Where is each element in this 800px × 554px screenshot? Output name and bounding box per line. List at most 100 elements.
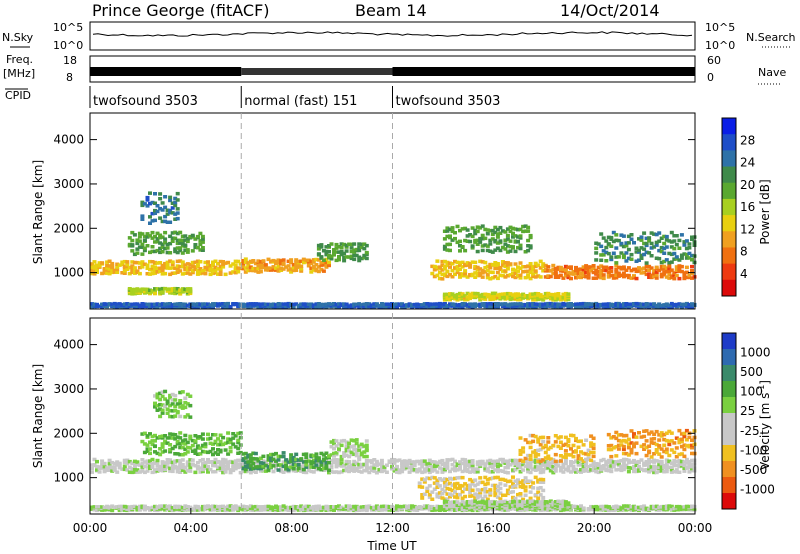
cell-0-3-4 — [97, 261, 102, 265]
cell-0-5-2 — [102, 267, 107, 271]
cell-7-8-3 — [626, 437, 631, 442]
cell-6-28-0 — [589, 458, 594, 463]
cell-0-25-2 — [153, 266, 157, 270]
cell-0-194-0 — [579, 470, 583, 474]
cell-0-14-4 — [125, 260, 130, 264]
cell-7-3-0 — [614, 454, 619, 458]
cell-8-40-4 — [644, 264, 649, 269]
cell-6-25-1 — [581, 451, 586, 456]
cell-11-154-4 — [478, 302, 483, 307]
cell-7-9-2 — [629, 441, 634, 445]
cell-8-155-3 — [480, 505, 485, 510]
cell-1-11-3 — [155, 237, 160, 241]
cell-9-0-0 — [594, 258, 599, 262]
cell-11-146-3 — [458, 303, 462, 307]
cell-0-34-4 — [175, 459, 180, 463]
cell-8-165-4 — [505, 504, 510, 509]
cell-0-154-4 — [478, 459, 483, 464]
cell-0-53-3 — [223, 460, 228, 465]
cell-6-29-2 — [503, 269, 508, 273]
cell-5-30-4 — [493, 475, 498, 480]
cell-8-13-3 — [576, 267, 581, 272]
cell-5-6-3 — [432, 481, 437, 485]
cell-8-29-0 — [163, 508, 168, 512]
cell-1-17-4 — [183, 433, 188, 438]
cell-2-5-0 — [153, 218, 157, 223]
cell-1-18-1 — [173, 247, 178, 251]
cell-9-27-0 — [662, 259, 667, 264]
cell-8-1-4 — [92, 505, 97, 509]
cell-0-208-3 — [614, 461, 619, 466]
cell-0-40-4 — [190, 458, 195, 462]
cell-6-28-3 — [589, 441, 594, 445]
cell-0-4-1 — [100, 466, 105, 470]
colorbar-tick-6: 4 — [740, 267, 748, 281]
cell-0-84-2 — [301, 464, 306, 468]
cell-0-53-0 — [223, 272, 228, 277]
cell-6-23-2 — [576, 445, 581, 449]
cell-5-12-1 — [448, 492, 452, 496]
cell-4-15-4 — [279, 259, 284, 263]
cell-6-14-0 — [553, 459, 558, 464]
cell-0-92-3 — [321, 462, 326, 467]
cell-6-44-3 — [541, 264, 546, 269]
cell-7-26-0 — [672, 450, 677, 455]
cell-1-6-3 — [155, 436, 160, 440]
cell-10-9-0 — [465, 297, 470, 302]
cell-8-29-4 — [163, 504, 168, 508]
cell-0-50-4 — [216, 262, 220, 266]
cell-0-161-4 — [495, 459, 500, 463]
cell-5-13-3 — [450, 483, 455, 487]
cell-7-1-3 — [445, 229, 450, 233]
cell-11-197-4 — [586, 302, 591, 306]
cell-5-14-0 — [453, 495, 457, 499]
cell-3-22-4 — [183, 287, 188, 291]
cell-0-148-2 — [463, 464, 468, 469]
cell-0-217-1 — [637, 467, 641, 472]
cell-6-43-4 — [538, 259, 543, 264]
cell-0-217-4 — [637, 459, 641, 464]
cell-4-5-1 — [342, 451, 347, 455]
cell-0-35-4 — [178, 259, 183, 263]
cell-8-8-3 — [563, 268, 568, 272]
cell-6-29-0 — [503, 275, 508, 279]
cell-11-14-2 — [125, 304, 130, 308]
cell-0-206-4 — [609, 458, 614, 463]
cell-6-13-0 — [463, 274, 468, 278]
cell-3-5-4 — [140, 287, 145, 291]
cell-1-23-0 — [185, 250, 190, 254]
cell-0-51-3 — [218, 264, 223, 269]
cell-2-12-3 — [170, 201, 175, 205]
cell-0-6-1 — [105, 268, 110, 272]
cell-0-10-2 — [115, 265, 120, 269]
cell-6-22-2 — [574, 449, 578, 453]
cell-8-50-3 — [669, 268, 674, 272]
cell-1-16-2 — [168, 241, 173, 246]
cell-3-14-4 — [163, 286, 168, 291]
cell-9-37-1 — [687, 251, 692, 256]
cell-0-39-0 — [188, 272, 193, 276]
cell-2-12-2 — [183, 400, 188, 405]
cell-8-40-1 — [190, 507, 195, 511]
cell-3-20-0 — [291, 467, 296, 471]
cell-0-207-2 — [611, 464, 616, 469]
cell-3-3-1 — [248, 464, 253, 468]
cell-9-26-0 — [659, 260, 664, 265]
cell-7-3-1 — [614, 445, 619, 449]
cell-4-1-0 — [332, 454, 336, 458]
cell-0-112-4 — [372, 458, 377, 462]
cell-4-6-1 — [256, 266, 261, 271]
cell-8-156-4 — [483, 504, 488, 508]
cell-0-177-2 — [536, 465, 541, 469]
cell-2-2-2 — [158, 402, 163, 407]
cell-8-12-0 — [574, 276, 578, 280]
cell-8-41-3 — [647, 268, 652, 272]
cell-0-114-3 — [377, 462, 382, 466]
cell-2-5-4 — [153, 192, 157, 196]
cell-11-181-4 — [546, 301, 551, 306]
cell-1-7-4 — [158, 434, 163, 439]
cell-3-18-4 — [173, 286, 178, 291]
cell-7-16-4 — [647, 432, 652, 436]
cell-7-15-1 — [644, 445, 649, 450]
cell-7-30-0 — [682, 454, 687, 459]
